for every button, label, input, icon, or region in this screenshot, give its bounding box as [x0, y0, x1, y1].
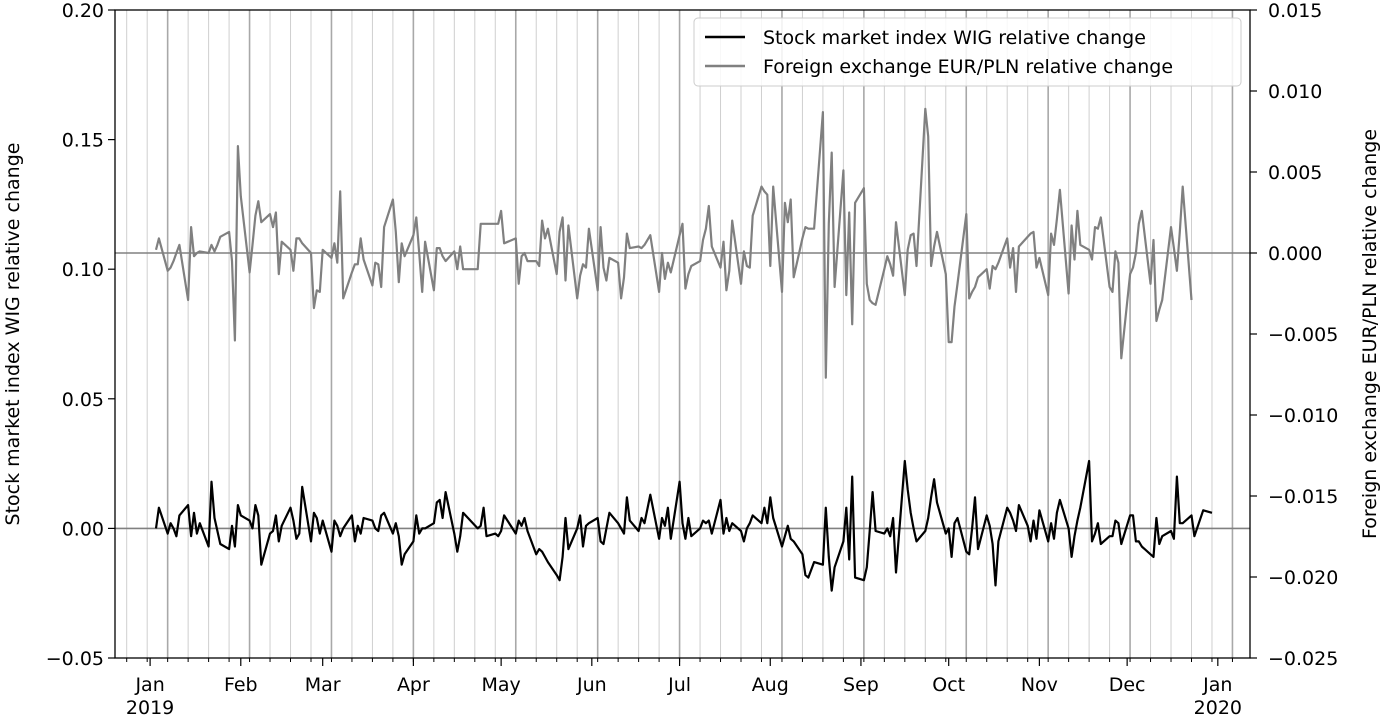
right-tick-label: 0.015	[1268, 0, 1322, 22]
right-tick-label: 0.005	[1268, 162, 1322, 184]
right-tick-label: −0.025	[1268, 648, 1338, 670]
x-tick-label: Jul	[667, 674, 691, 696]
series-line-eurpln	[154, 107, 1193, 379]
legend-box	[693, 17, 1242, 87]
series-lines	[154, 107, 1213, 592]
x-tick-label: Aug	[752, 674, 789, 696]
x-tick-label: Dec	[1109, 674, 1146, 696]
x-tick-year-label: 2019	[126, 697, 174, 717]
legend-label-eurpln: Foreign exchange EUR/PLN relative change	[763, 56, 1173, 78]
left-y-axis: −0.05 0.00 0.05 0.10 0.15 0.20	[46, 0, 115, 670]
right-tick-label: −0.015	[1268, 486, 1338, 508]
left-axis-title: Stock market index WIG relative change	[2, 143, 24, 526]
weekly-gridlines	[126, 10, 1234, 658]
x-tick-label: May	[481, 674, 520, 696]
x-tick-label: Nov	[1021, 674, 1058, 696]
right-tick-label: 0.000	[1268, 243, 1322, 265]
x-tick-label: Oct	[932, 674, 965, 696]
left-tick-label: −0.05	[46, 648, 104, 670]
left-tick-label: 0.20	[62, 0, 104, 22]
left-tick-label: 0.05	[62, 389, 104, 411]
x-tick-label: Sep	[843, 674, 879, 696]
left-tick-label: 0.15	[62, 130, 104, 152]
right-tick-label: 0.010	[1268, 81, 1322, 103]
series-line-wig	[154, 459, 1213, 592]
right-axis-title: Foreign exchange EUR/PLN relative change	[1359, 129, 1381, 539]
x-tick-label: Mar	[305, 674, 341, 696]
right-tick-label: −0.020	[1268, 567, 1338, 589]
left-tick-label: 0.00	[62, 518, 104, 540]
x-tick-label: Feb	[224, 674, 258, 696]
right-tick-label: −0.010	[1268, 405, 1338, 427]
legend: Stock market index WIG relative change F…	[693, 17, 1242, 87]
zero-reference-lines	[115, 252, 1250, 530]
x-tick-year-label: 2020	[1194, 697, 1242, 717]
x-tick-label: Apr	[397, 674, 430, 696]
legend-label-wig: Stock market index WIG relative change	[763, 27, 1146, 49]
plot-frame	[114, 9, 1251, 659]
right-tick-label: −0.005	[1268, 324, 1338, 346]
x-tick-label: Jun	[576, 674, 607, 696]
left-tick-label: 0.10	[62, 259, 104, 281]
x-tick-label: Jan	[134, 674, 164, 696]
right-y-axis: −0.025 −0.020 −0.015 −0.010 −0.005 0.000 0.005…	[1250, 0, 1338, 670]
x-tick-label: Jan	[1202, 674, 1232, 696]
